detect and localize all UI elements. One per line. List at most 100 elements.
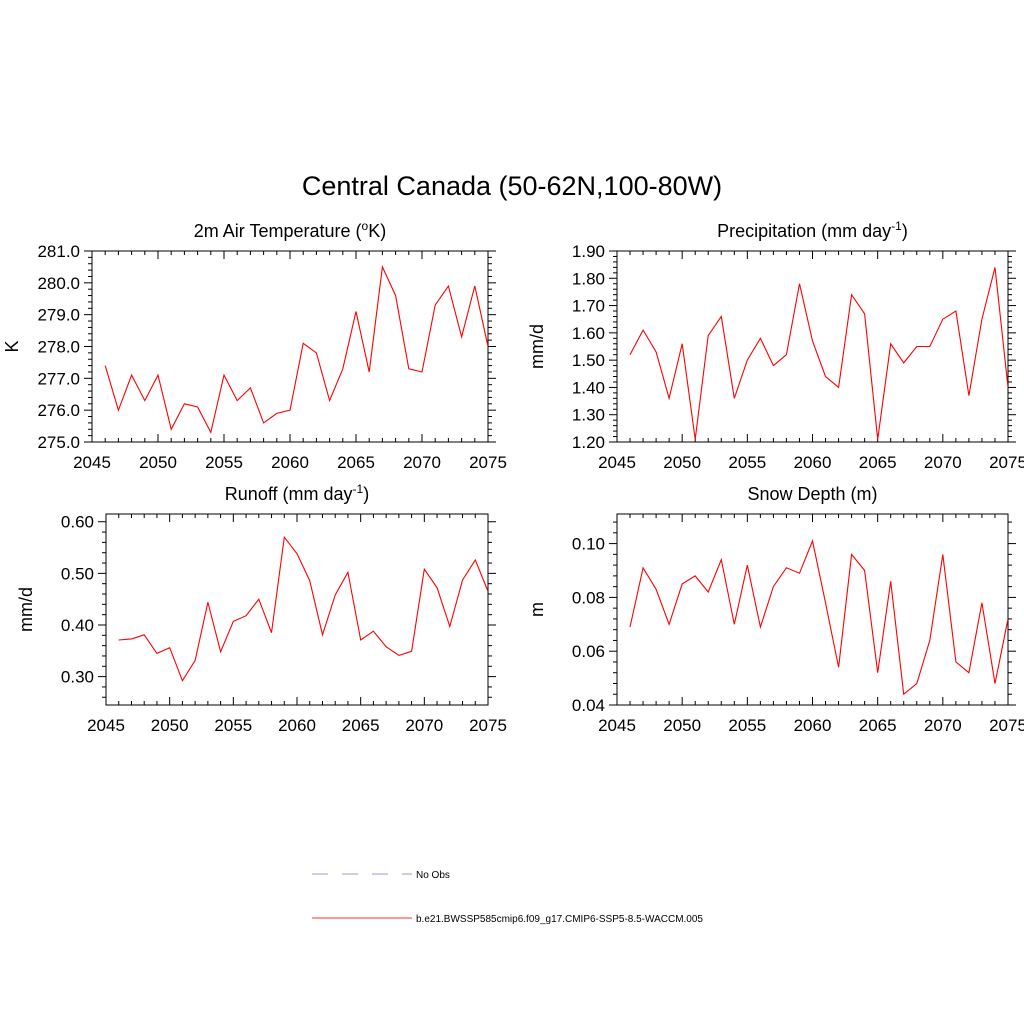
data-point bbox=[131, 638, 132, 639]
x-tick-label: 2050 bbox=[663, 716, 701, 735]
data-point bbox=[916, 683, 917, 684]
data-point bbox=[342, 368, 343, 369]
x-tick-label: 2045 bbox=[598, 716, 636, 735]
data-point bbox=[851, 294, 852, 295]
y-tick-label: 0.30 bbox=[61, 668, 94, 687]
data-point bbox=[329, 400, 330, 401]
panel-2: Precipitation (mm day-1) 2045 2050 2055 2060… bbox=[527, 219, 1024, 472]
data-point bbox=[347, 572, 348, 573]
data-point bbox=[144, 634, 145, 635]
y-tick-label: 0.06 bbox=[572, 642, 605, 661]
data-point bbox=[629, 354, 630, 355]
data-point bbox=[656, 351, 657, 352]
y-tick-label: 1.50 bbox=[572, 351, 605, 370]
x-tick-label: 2060 bbox=[278, 716, 316, 735]
y-tick-label: 0.50 bbox=[61, 564, 94, 583]
data-point bbox=[721, 316, 722, 317]
legend-label: b.e21.BWSSP585cmip6.f09_g17.CMIP6-SSP5-8… bbox=[416, 914, 703, 925]
data-point bbox=[118, 639, 119, 640]
data-point bbox=[395, 295, 396, 296]
y-tick-label: 0.40 bbox=[61, 616, 94, 635]
data-point bbox=[245, 615, 246, 616]
data-point bbox=[263, 422, 264, 423]
data-point bbox=[195, 660, 196, 661]
panel-title: 2m Air Temperature (oK) bbox=[194, 219, 386, 241]
data-point bbox=[903, 362, 904, 363]
data-point bbox=[864, 313, 865, 314]
x-tick-label: 2050 bbox=[151, 716, 189, 735]
data-point bbox=[411, 651, 412, 652]
data-point bbox=[296, 553, 297, 554]
y-tick-label: 1.40 bbox=[572, 378, 605, 397]
y-tick-label: 0.04 bbox=[572, 696, 605, 715]
panel-title: Runoff (mm day-1) bbox=[225, 482, 369, 504]
data-point bbox=[734, 624, 735, 625]
data-point bbox=[994, 683, 995, 684]
data-point bbox=[786, 567, 787, 568]
legend-label: No Obs bbox=[416, 870, 450, 881]
y-tick-label: 1.80 bbox=[572, 269, 605, 288]
x-tick-label: 2070 bbox=[405, 716, 443, 735]
y-tick-label: 1.90 bbox=[572, 242, 605, 261]
data-point bbox=[487, 346, 488, 347]
data-point bbox=[994, 267, 995, 268]
y-tick-label: 276.0 bbox=[37, 401, 80, 420]
data-point bbox=[968, 395, 969, 396]
legend: No Obs b.e21.BWSSP585cmip6.f09_g17.CMIP6-… bbox=[312, 870, 703, 925]
data-point bbox=[708, 591, 709, 592]
data-point bbox=[629, 626, 630, 627]
data-point bbox=[144, 400, 145, 401]
panel-title: Snow Depth (m) bbox=[747, 484, 877, 504]
data-point bbox=[642, 330, 643, 331]
data-point bbox=[449, 626, 450, 627]
data-point bbox=[475, 559, 476, 560]
x-tick-label: 2050 bbox=[139, 453, 177, 472]
x-tick-label: 2070 bbox=[924, 453, 962, 472]
data-point bbox=[747, 360, 748, 361]
data-point bbox=[258, 599, 259, 600]
data-point bbox=[642, 567, 643, 568]
data-point bbox=[799, 283, 800, 284]
data-point bbox=[105, 365, 106, 366]
data-point bbox=[955, 661, 956, 662]
x-tick-label: 2065 bbox=[859, 716, 897, 735]
x-tick-label: 2045 bbox=[598, 453, 636, 472]
y-tick-label: 281.0 bbox=[37, 242, 80, 261]
data-point bbox=[448, 285, 449, 286]
data-point bbox=[890, 581, 891, 582]
data-point bbox=[386, 646, 387, 647]
data-point bbox=[812, 340, 813, 341]
data-point bbox=[316, 352, 317, 353]
figure-title: Central Canada (50-62N,100-80W) bbox=[302, 171, 722, 201]
data-point bbox=[220, 651, 221, 652]
data-point bbox=[708, 335, 709, 336]
data-point bbox=[734, 398, 735, 399]
data-point bbox=[182, 680, 183, 681]
panel-4: Snow Depth (m) 2045 2050 2055 2060 2065 2070 20… bbox=[527, 484, 1024, 735]
series-line bbox=[104, 264, 488, 434]
data-point bbox=[929, 640, 930, 641]
data-point bbox=[1007, 387, 1008, 388]
data-point bbox=[695, 439, 696, 440]
data-point bbox=[682, 343, 683, 344]
data-point bbox=[877, 439, 878, 440]
panel-3: Runoff (mm day-1) 2045 2050 2055 2060 2065 207… bbox=[16, 482, 507, 735]
data-point bbox=[373, 631, 374, 632]
data-point bbox=[851, 554, 852, 555]
y-tick-label: 278.0 bbox=[37, 338, 80, 357]
y-axis-label: K bbox=[2, 340, 22, 352]
legend-entry-2: b.e21.BWSSP585cmip6.f09_g17.CMIP6-SSP5-8… bbox=[312, 914, 703, 925]
x-tick-label: 2060 bbox=[794, 716, 832, 735]
data-point bbox=[981, 319, 982, 320]
data-point bbox=[207, 602, 208, 603]
data-point bbox=[838, 667, 839, 668]
data-point bbox=[825, 376, 826, 377]
y-tick-label: 0.08 bbox=[572, 588, 605, 607]
x-tick-label: 2045 bbox=[87, 716, 125, 735]
data-point bbox=[786, 354, 787, 355]
y-tick-label: 280.0 bbox=[37, 274, 80, 293]
y-axis-label: mm/d bbox=[16, 587, 36, 632]
data-point bbox=[916, 346, 917, 347]
x-tick-label: 2070 bbox=[403, 453, 441, 472]
